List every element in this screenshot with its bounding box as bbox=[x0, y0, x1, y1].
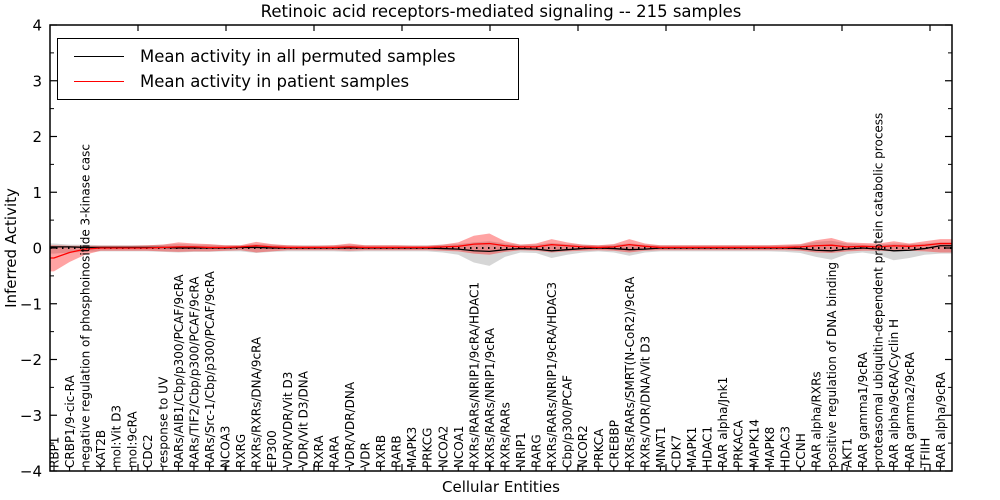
x-category-label: positive regulation of DNA binding bbox=[825, 262, 839, 468]
x-category-label: PRKCA bbox=[592, 428, 606, 468]
x-category-label: HDAC3 bbox=[778, 426, 792, 468]
x-category-label: RAR gamma1/9cRA bbox=[856, 351, 870, 468]
x-category-label: RXRs/RARs/NRIP1/9cRA/HDAC1 bbox=[467, 282, 481, 468]
x-category-label: VDR/VDR/DNA bbox=[343, 381, 357, 468]
x-category-label: RAR alpha/Jnk1 bbox=[716, 377, 730, 468]
x-category-label: RARs/TIF2/Cbp/p300/PCAF/9cRA bbox=[187, 276, 201, 468]
x-category-label: PRKACA bbox=[732, 419, 746, 468]
x-category-label: TFIIH bbox=[918, 438, 932, 469]
x-category-label: RXRs/RARs bbox=[498, 402, 512, 468]
y-tick-label: −4 bbox=[20, 463, 42, 481]
x-category-label: RXRB bbox=[374, 435, 388, 468]
x-category-label: VDR/Vit D3/DNA bbox=[296, 370, 310, 468]
x-category-label: VDR/VDR/Vit D3 bbox=[281, 372, 295, 468]
legend-entry-patient: Mean activity in patient samples bbox=[58, 72, 518, 91]
x-category-label: RXRs/RARs/NRIP1/9cRA bbox=[483, 327, 497, 468]
y-axis-label: Inferred Activity bbox=[2, 188, 20, 308]
plot-frame bbox=[49, 24, 953, 472]
x-category-label: VDR bbox=[359, 442, 373, 468]
x-category-label: RARs/Src-1/Cbp/p300/PCAF/9cRA bbox=[203, 270, 217, 468]
x-category-label: EP300 bbox=[265, 430, 279, 468]
x-category-label: RXRs/RXRs/DNA/9cRA bbox=[250, 336, 264, 468]
x-category-label: NCOR2 bbox=[576, 425, 590, 468]
legend-entry-permuted: Mean activity in all permuted samples bbox=[58, 47, 518, 66]
y-tick-label: 0 bbox=[32, 240, 42, 258]
x-category-label: CCNH bbox=[794, 433, 808, 468]
x-category-label: RXRs/RARs/NRIP1/9cRA/HDAC3 bbox=[545, 282, 559, 468]
y-tick-label: 1 bbox=[32, 184, 42, 202]
y-tick-label: −2 bbox=[20, 351, 42, 369]
x-category-label: NCOA2 bbox=[436, 426, 450, 468]
x-category-label: PRKCG bbox=[421, 428, 435, 468]
patient-range-band bbox=[50, 233, 952, 272]
permuted-line-swatch-icon bbox=[74, 56, 124, 57]
x-category-label: mol:9cRA bbox=[125, 411, 139, 468]
legend: Mean activity in all permuted samples Me… bbox=[57, 38, 519, 100]
x-category-label: RBP1 bbox=[48, 437, 62, 468]
y-tick-label: −3 bbox=[20, 407, 42, 425]
x-category-label: NRIP1 bbox=[514, 432, 528, 468]
x-category-label: MAPK14 bbox=[747, 419, 761, 468]
x-category-label: HDAC1 bbox=[701, 426, 715, 468]
x-category-label: RXRs/VDR/DNA/Vit D3 bbox=[638, 336, 652, 468]
x-category-label: RXRs/RARs/SMRT(N-CoR2)/9cRA bbox=[623, 276, 637, 468]
patient-mean-line bbox=[50, 242, 952, 259]
x-category-label: RARs/AIB1/Cbp/p300/PCAF/9cRA bbox=[172, 274, 186, 468]
x-category-label: CDK7 bbox=[670, 435, 684, 468]
x-category-label: RAR alpha/9cRA/Cyclin H bbox=[887, 319, 901, 468]
x-category-label: RXRG bbox=[234, 434, 248, 468]
x-category-label: RARG bbox=[530, 434, 544, 468]
x-axis-label: Cellular Entities bbox=[442, 478, 560, 496]
figure-title: Retinoic acid receptors-mediated signali… bbox=[260, 2, 742, 21]
y-tick-label: 3 bbox=[32, 72, 42, 90]
x-category-label: negative regulation of phosphoinositide … bbox=[79, 144, 93, 468]
x-category-label: proteasomal ubiquitin-dependent protein … bbox=[872, 113, 886, 468]
x-category-label: response to UV bbox=[156, 376, 170, 468]
x-category-label: KAT2B bbox=[94, 430, 108, 468]
y-tick-label: 4 bbox=[32, 17, 42, 35]
x-category-label: RAR alpha/RXRs bbox=[809, 371, 823, 468]
x-category-label: RXRA bbox=[312, 435, 326, 468]
x-category-label: MNAT1 bbox=[654, 426, 668, 468]
x-category-label: NCOA3 bbox=[219, 426, 233, 468]
x-category-label: RAR gamma2/9cRA bbox=[903, 351, 917, 468]
patient-line-swatch-icon bbox=[74, 81, 124, 82]
legend-entry-label: Mean activity in all permuted samples bbox=[140, 47, 456, 66]
x-category-label: MAPK3 bbox=[405, 427, 419, 468]
x-category-label: NCOA1 bbox=[452, 426, 466, 468]
x-category-label: AKT1 bbox=[841, 438, 855, 468]
x-category-label: MAPK1 bbox=[685, 427, 699, 468]
x-category-label: RARA bbox=[327, 435, 341, 468]
x-category-label: RARB bbox=[390, 435, 404, 468]
permuted-mean-line bbox=[50, 245, 952, 252]
x-category-label: Cbp/p300/PCAF bbox=[561, 375, 575, 468]
legend-entry-label: Mean activity in patient samples bbox=[140, 72, 410, 91]
x-category-label: mol:Vit D3 bbox=[110, 405, 124, 468]
y-tick-label: 2 bbox=[32, 128, 42, 146]
x-category-label: CREBBP bbox=[607, 420, 621, 468]
y-tick-label: −1 bbox=[20, 295, 42, 313]
x-category-label: MAPK8 bbox=[763, 427, 777, 468]
x-category-label: CRBP1/9-cic-RA bbox=[63, 374, 77, 468]
x-category-label: CDC2 bbox=[141, 434, 155, 468]
x-category-label: RAR alpha/9cRA bbox=[934, 371, 948, 468]
